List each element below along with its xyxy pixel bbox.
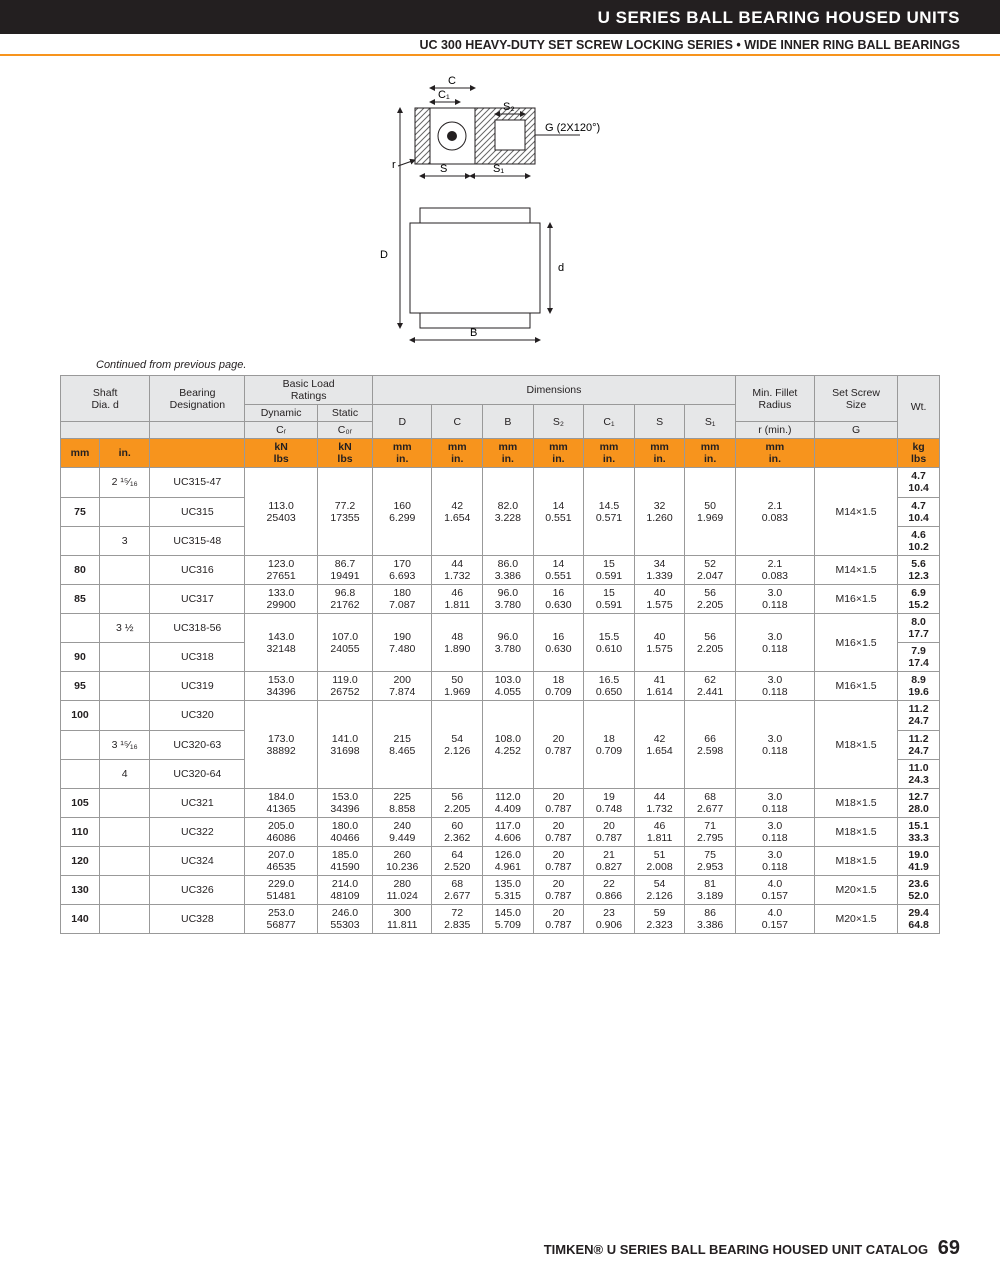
svg-text:G (2X120°): G (2X120°) bbox=[545, 122, 600, 134]
table-row: 100UC320173.038892141.0316982158.465542.… bbox=[61, 701, 940, 730]
table-row: 105UC321184.041365153.0343962258.858562.… bbox=[61, 788, 940, 817]
divider bbox=[0, 54, 1000, 56]
col-S1: S₁ bbox=[685, 405, 736, 439]
col-C: C bbox=[432, 405, 483, 439]
page-number: 69 bbox=[938, 1237, 960, 1259]
col-screw: Set ScrewSize bbox=[814, 376, 897, 422]
col-D: D bbox=[373, 405, 432, 439]
col-B: B bbox=[483, 405, 534, 439]
col-rmin: r (min.) bbox=[735, 422, 814, 439]
table-body: 2 ¹⁵⁄₁₆UC315-47113.02540377.2173551606.2… bbox=[61, 468, 940, 934]
svg-text:S: S bbox=[440, 163, 447, 175]
svg-text:d: d bbox=[558, 262, 564, 274]
spec-table: ShaftDia. d BearingDesignation Basic Loa… bbox=[60, 375, 940, 934]
table-row: 140UC328253.056877246.05530330011.811722… bbox=[61, 905, 940, 934]
page-subtitle: UC 300 HEAVY-DUTY SET SCREW LOCKING SERI… bbox=[0, 34, 1000, 52]
col-wt: Wt. bbox=[898, 376, 940, 439]
col-stat: Static bbox=[318, 405, 373, 422]
svg-text:S₁: S₁ bbox=[493, 163, 504, 175]
svg-text:B: B bbox=[470, 327, 477, 339]
table-row: 85UC317133.02990096.8217621807.087461.81… bbox=[61, 584, 940, 613]
bearing-diagram: C C₁ S₂ G (2X120°) S S₁ r D d B bbox=[0, 68, 1000, 353]
table-row: 110UC322205.046086180.0404662409.449602.… bbox=[61, 817, 940, 846]
col-shaft: ShaftDia. d bbox=[61, 376, 150, 422]
col-dims: Dimensions bbox=[373, 376, 736, 405]
col-S: S bbox=[634, 405, 685, 439]
col-G: G bbox=[814, 422, 897, 439]
table-header: ShaftDia. d BearingDesignation Basic Loa… bbox=[61, 376, 940, 468]
continued-note: Continued from previous page. bbox=[96, 359, 1000, 371]
col-bearing: BearingDesignation bbox=[150, 376, 245, 422]
table-row: 80UC316123.02765186.7194911706.693441.73… bbox=[61, 555, 940, 584]
page-title: U SERIES BALL BEARING HOUSED UNITS bbox=[598, 8, 960, 27]
col-c0r: C₀ᵣ bbox=[318, 422, 373, 439]
footer-text: TIMKEN® U SERIES BALL BEARING HOUSED UNI… bbox=[544, 1242, 928, 1257]
col-fillet: Min. FilletRadius bbox=[735, 376, 814, 422]
col-dyn: Dynamic bbox=[245, 405, 318, 422]
svg-text:S₂: S₂ bbox=[503, 101, 515, 113]
svg-text:C₁: C₁ bbox=[438, 89, 450, 101]
table-row: 2 ¹⁵⁄₁₆UC315-47113.02540377.2173551606.2… bbox=[61, 468, 940, 497]
table-row: 120UC324207.046535185.04159026010.236642… bbox=[61, 847, 940, 876]
units-row: mm in. kNlbs kNlbs mmin. mmin. mmin. mmi… bbox=[61, 439, 940, 468]
col-cr: Cᵣ bbox=[245, 422, 318, 439]
col-load: Basic LoadRatings bbox=[245, 376, 373, 405]
table-row: 95UC319153.034396119.0267522007.874501.9… bbox=[61, 672, 940, 701]
svg-text:D: D bbox=[380, 249, 388, 261]
svg-text:r: r bbox=[392, 159, 396, 171]
table-row: 130UC326229.051481214.04810928011.024682… bbox=[61, 876, 940, 905]
svg-text:C: C bbox=[448, 75, 456, 87]
col-S2: S₂ bbox=[533, 405, 584, 439]
page-title-bar: U SERIES BALL BEARING HOUSED UNITS bbox=[0, 0, 1000, 34]
col-C1: C₁ bbox=[584, 405, 635, 439]
page-footer: TIMKEN® U SERIES BALL BEARING HOUSED UNI… bbox=[544, 1237, 960, 1260]
table-row: 3 ½UC318-56143.032148107.0240551907.4804… bbox=[61, 614, 940, 643]
